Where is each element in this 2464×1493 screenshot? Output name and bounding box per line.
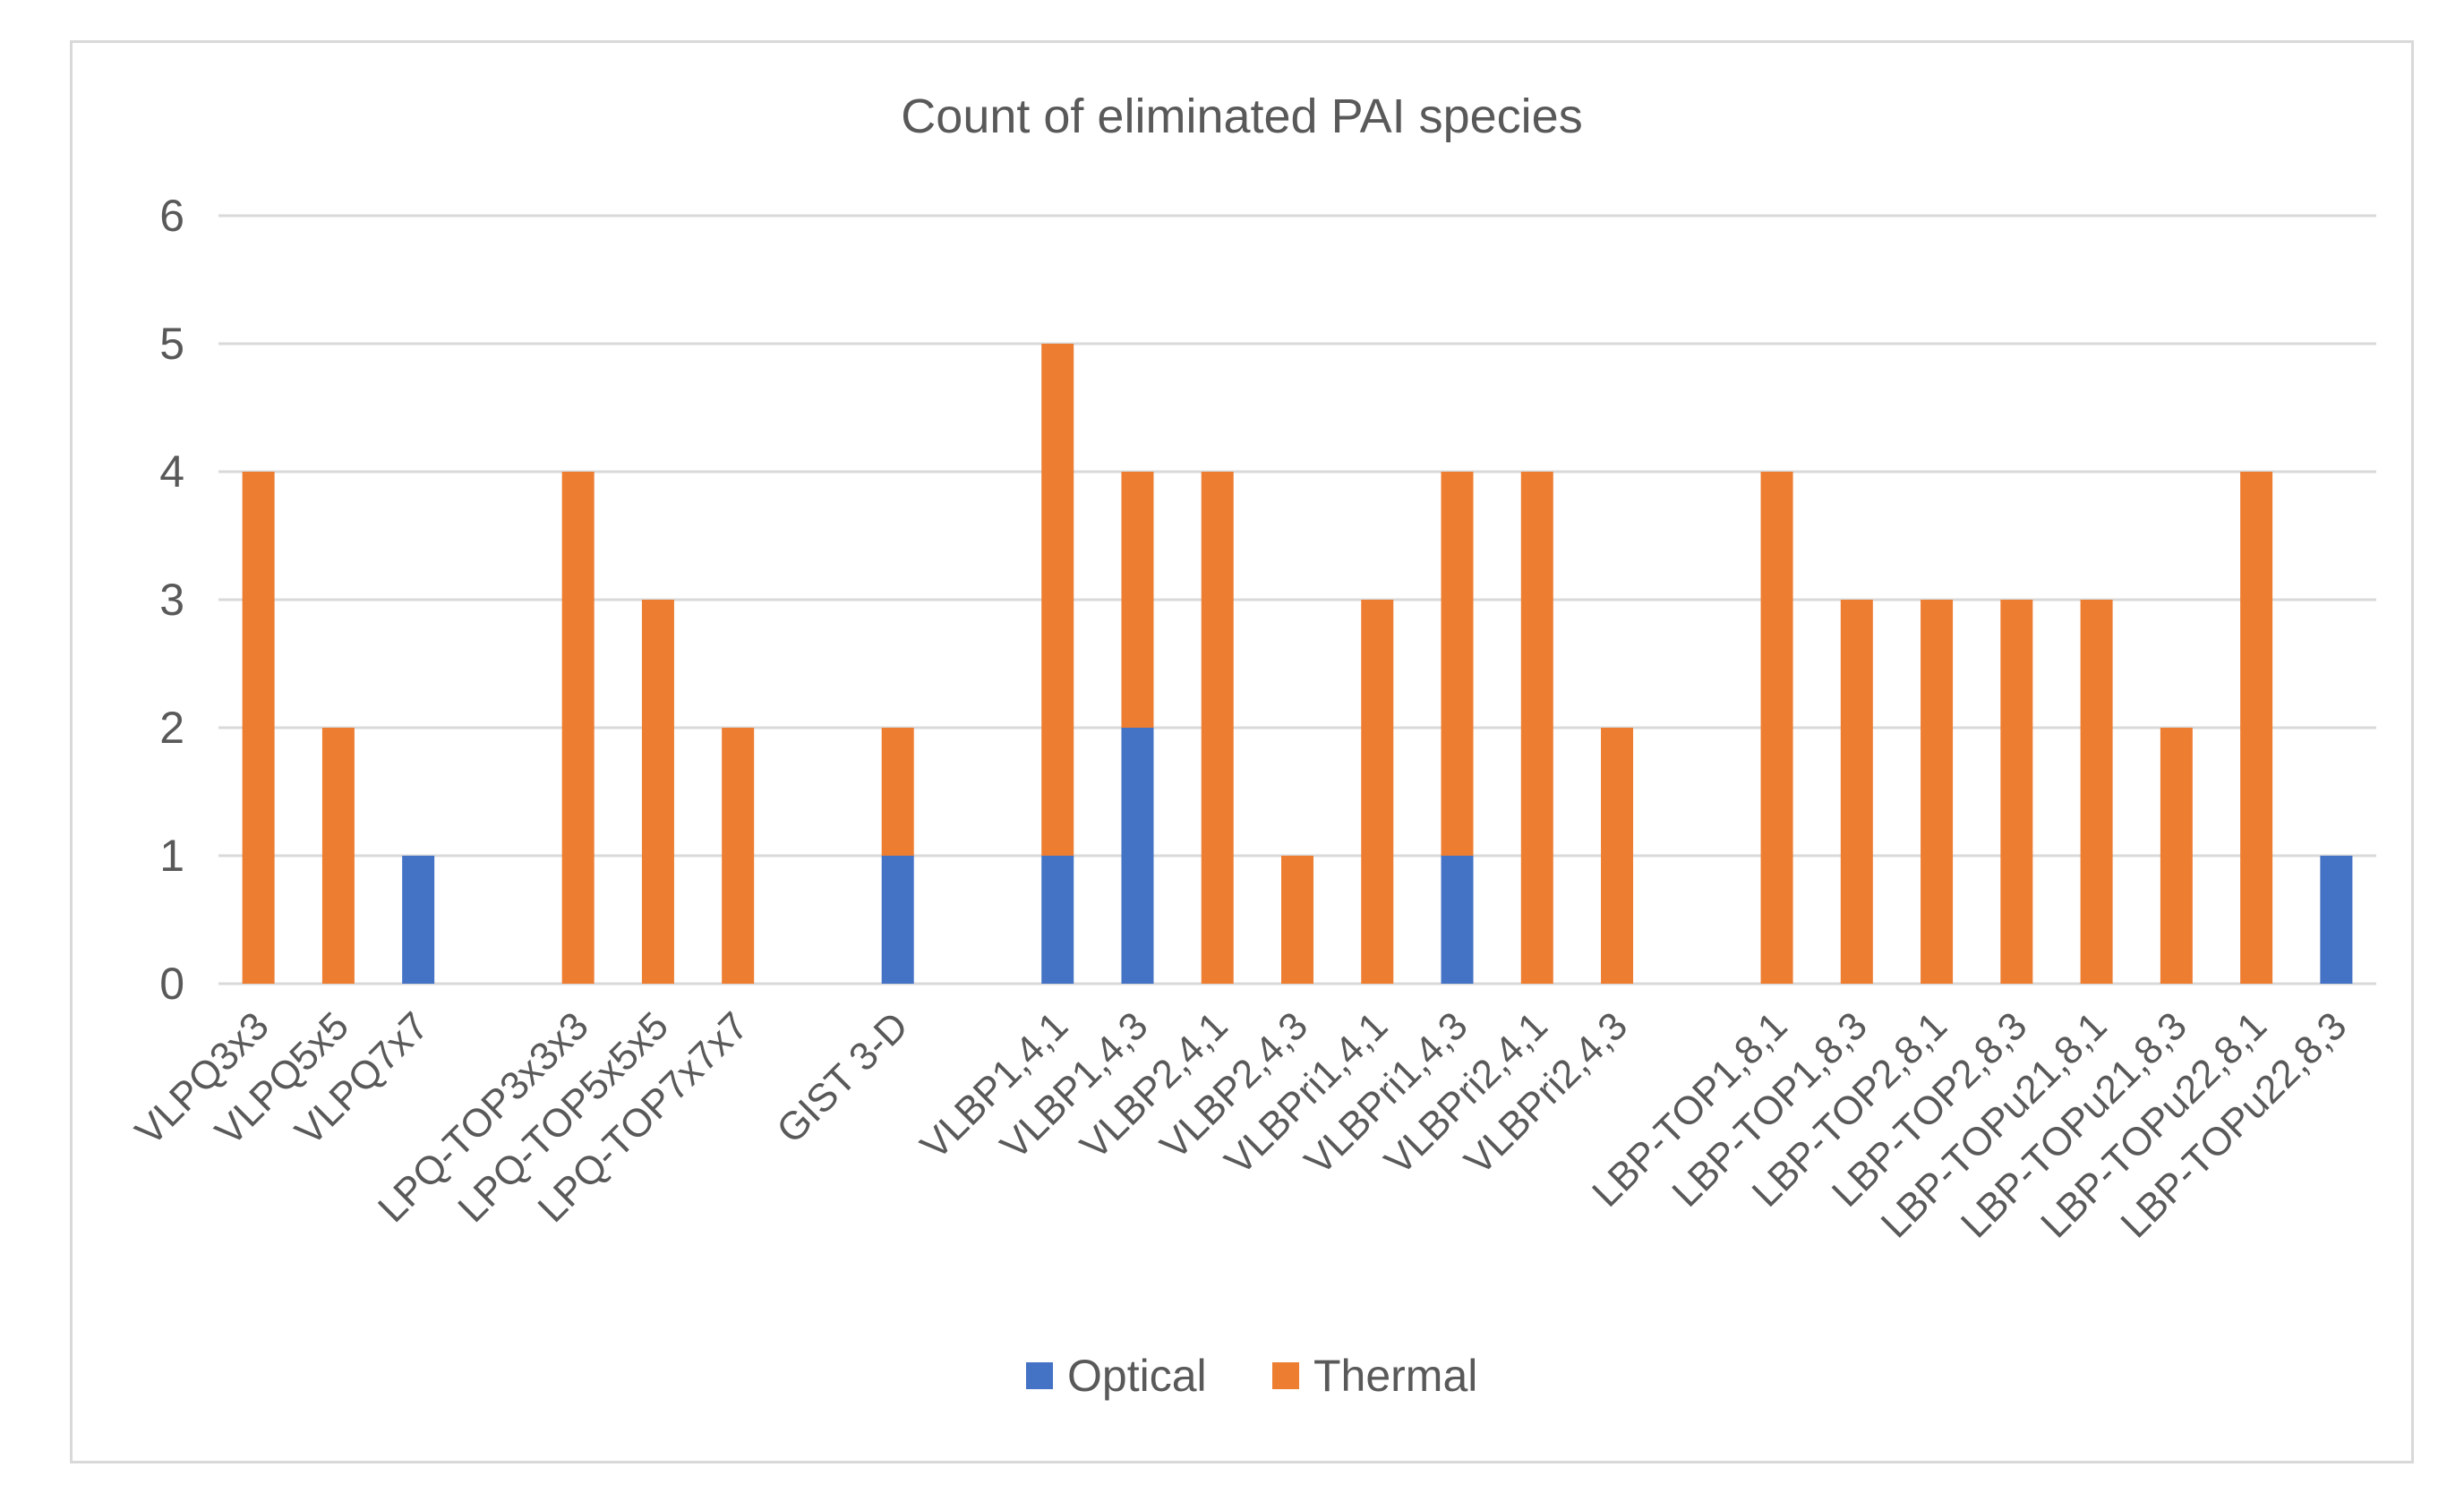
bar-thermal-GIST 3-D	[881, 728, 914, 856]
x-tick-label: GIST 3-D	[768, 1003, 916, 1151]
bar-thermal-LBP-TOP1,8,3	[1840, 600, 1873, 984]
legend-swatch-optical	[1026, 1362, 1053, 1389]
legend-label-optical: Optical	[1067, 1351, 1207, 1401]
bar-thermal-VLBPri2,4,3	[1601, 728, 1634, 984]
bar-thermal-LBP-TOPu21,8,3	[2160, 728, 2193, 984]
bar-optical-VLBP1,4,3	[1121, 728, 1154, 984]
x-axis-category-labels: VLPQ3x3VLPQ5x5VLPQ7x7LPQ-TOP3x3x3LPQ-TOP…	[127, 1003, 2356, 1246]
bar-thermal-VLBPri1,4,3	[1441, 472, 1474, 856]
bar-thermal-VLPQ5x5	[321, 728, 355, 984]
bar-thermal-LBP-TOP1,8,1	[1760, 472, 1793, 984]
bar-optical-LBP-TOPu22,8,3	[2320, 856, 2353, 984]
bar-thermal-LBP-TOP2,8,1	[1921, 600, 1954, 984]
y-tick-label: 6	[159, 191, 184, 241]
legend-label-thermal: Thermal	[1313, 1351, 1477, 1401]
chart-svg: Count of eliminated PAI species 0123456 …	[127, 90, 2376, 1401]
y-tick-label: 3	[159, 575, 184, 625]
chart-title: Count of eliminated PAI species	[901, 90, 1582, 143]
bar-thermal-LBP-TOP2,8,3	[2000, 600, 2033, 984]
bar-thermal-VLBP2,4,1	[1201, 472, 1234, 984]
bar-thermal-VLBPri1,4,1	[1361, 600, 1394, 984]
bar-optical-VLBPri1,4,3	[1441, 856, 1474, 984]
y-tick-label: 4	[159, 447, 184, 497]
bar-thermal-LBP-TOPu22,8,1	[2240, 472, 2273, 984]
bar-optical-VLPQ7x7	[402, 856, 435, 984]
bar-thermal-VLBP2,4,3	[1281, 856, 1313, 984]
bar-thermal-LPQ-TOP5x5x5	[641, 600, 674, 984]
bars	[242, 344, 2353, 984]
y-tick-label: 2	[159, 703, 184, 753]
bar-thermal-LPQ-TOP7x7x7	[722, 728, 755, 984]
legend-swatch-thermal	[1272, 1362, 1299, 1389]
bar-optical-GIST 3-D	[881, 856, 914, 984]
y-tick-label: 1	[159, 831, 184, 881]
bar-thermal-VLBP1,4,3	[1121, 472, 1154, 728]
bar-thermal-VLPQ3x3	[242, 472, 275, 984]
bar-optical-VLBP1,4,1	[1041, 856, 1074, 984]
y-tick-label: 0	[159, 959, 184, 1009]
y-tick-label: 5	[159, 319, 184, 369]
bar-thermal-VLBP1,4,1	[1041, 344, 1074, 856]
bar-thermal-LPQ-TOP3x3x3	[561, 472, 595, 984]
bar-thermal-VLBPri2,4,1	[1520, 472, 1553, 984]
bar-thermal-LBP-TOPu21,8,1	[2080, 600, 2113, 984]
y-axis-ticks: 0 1 2 3 4 5 6	[159, 191, 184, 1009]
legend: Optical Thermal	[1026, 1351, 1477, 1401]
